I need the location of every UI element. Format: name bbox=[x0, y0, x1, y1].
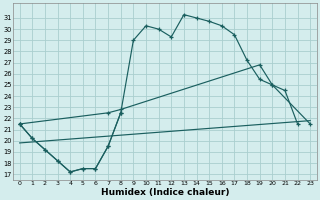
X-axis label: Humidex (Indice chaleur): Humidex (Indice chaleur) bbox=[101, 188, 229, 197]
